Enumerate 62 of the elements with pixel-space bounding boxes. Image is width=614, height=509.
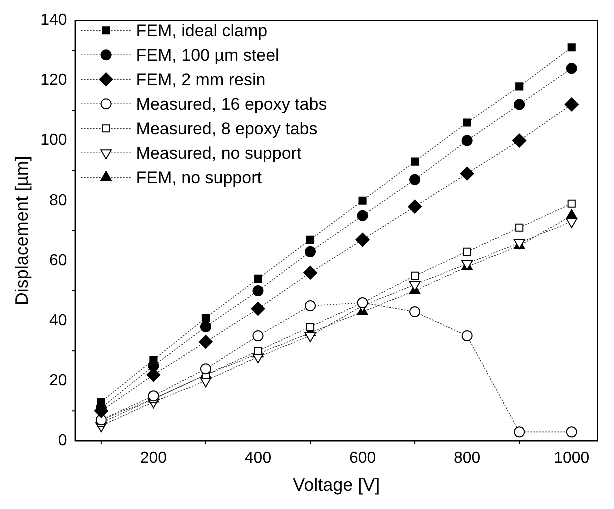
point [252, 285, 264, 296]
point [304, 266, 318, 280]
x-tick-label: 1000 [554, 450, 590, 468]
point [306, 236, 315, 244]
point [254, 274, 262, 284]
legend-label: FEM, ideal clamp [136, 21, 268, 40]
x-tick-label: 800 [454, 450, 481, 468]
y-axis-title: Displacement [µm] [12, 156, 32, 306]
point [358, 196, 367, 205]
point [463, 248, 472, 256]
point [357, 210, 368, 222]
point [566, 218, 578, 228]
point [462, 330, 473, 342]
point [200, 322, 212, 333]
x-tick-label: 600 [349, 450, 376, 468]
legend-label: Measured, 8 epoxy tabs [136, 119, 318, 138]
point [251, 302, 266, 316]
legend-label: FEM, 2 mm resin [136, 70, 266, 90]
y-tick-label: 120 [40, 72, 68, 90]
point [568, 44, 576, 52]
point [568, 200, 576, 208]
point [566, 426, 578, 438]
y-tick-label: 100 [40, 132, 68, 150]
point [460, 166, 474, 181]
point [202, 314, 210, 322]
y-tick-label: 20 [50, 372, 68, 390]
y-tick-label: 60 [50, 252, 68, 270]
point [514, 99, 526, 110]
point [408, 200, 422, 214]
point [305, 246, 316, 258]
point [566, 63, 578, 74]
x-tick-label: 200 [140, 450, 168, 468]
point [411, 158, 420, 166]
legend-label: Measured, 16 epoxy tabs [136, 94, 328, 114]
point [410, 174, 421, 186]
point [410, 306, 421, 318]
point [409, 281, 421, 292]
x-tick-label: 400 [244, 450, 272, 468]
point [254, 347, 262, 356]
point [306, 323, 315, 332]
point [304, 332, 316, 343]
point [564, 98, 579, 112]
x-axis-title: Voltage [V] [293, 475, 380, 496]
y-tick-label: 0 [58, 432, 68, 450]
y-tick-label: 80 [50, 192, 68, 210]
point [252, 330, 264, 342]
point [356, 232, 370, 247]
point [514, 426, 526, 438]
point [198, 335, 213, 350]
legend-label: FEM, no support [136, 168, 262, 188]
legend-label: Measured, no support [136, 144, 302, 163]
y-tick-label: 140 [40, 12, 68, 30]
point [512, 134, 527, 148]
point [411, 272, 420, 280]
legend-label: FEM, 100 µm steel [136, 46, 280, 65]
point [200, 364, 212, 375]
point [463, 118, 472, 127]
point [462, 135, 473, 146]
point [305, 300, 316, 312]
point [516, 224, 524, 232]
point [516, 82, 524, 91]
y-tick-label: 40 [50, 312, 68, 330]
